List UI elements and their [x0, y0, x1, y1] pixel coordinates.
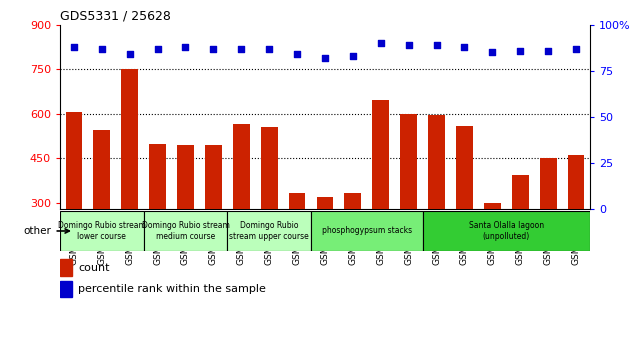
Bar	[60, 259, 71, 275]
Point	[459, 44, 469, 50]
Bar	[456, 126, 473, 209]
Text: count: count	[78, 263, 110, 273]
Text: other: other	[24, 226, 69, 236]
Point	[125, 51, 135, 57]
FancyBboxPatch shape	[227, 211, 311, 251]
FancyBboxPatch shape	[423, 211, 590, 251]
Bar	[372, 101, 389, 209]
Point	[571, 46, 581, 52]
Point	[348, 53, 358, 59]
Bar	[289, 193, 305, 209]
Bar	[93, 130, 110, 209]
FancyBboxPatch shape	[311, 211, 423, 251]
Point	[404, 42, 414, 48]
Text: phosphogypsum stacks: phosphogypsum stacks	[322, 227, 412, 235]
Point	[208, 46, 218, 52]
Point	[153, 46, 163, 52]
Point	[236, 46, 246, 52]
Point	[432, 42, 442, 48]
Text: Domingo Rubio
stream upper course: Domingo Rubio stream upper course	[229, 221, 309, 241]
Bar	[261, 127, 278, 209]
Bar	[177, 145, 194, 209]
Point	[180, 44, 191, 50]
Point	[375, 40, 386, 46]
Bar	[60, 281, 71, 297]
Point	[320, 55, 330, 61]
Point	[264, 46, 274, 52]
Text: Santa Olalla lagoon
(unpolluted): Santa Olalla lagoon (unpolluted)	[469, 221, 544, 241]
Point	[292, 51, 302, 57]
Bar	[540, 158, 557, 209]
Bar	[568, 155, 584, 209]
Text: GDS5331 / 25628: GDS5331 / 25628	[60, 9, 171, 22]
FancyBboxPatch shape	[144, 211, 227, 251]
Text: percentile rank within the sample: percentile rank within the sample	[78, 284, 266, 295]
Point	[69, 44, 79, 50]
Bar	[66, 112, 82, 209]
Bar	[317, 197, 333, 209]
Point	[97, 46, 107, 52]
Point	[543, 48, 553, 53]
Text: Domingo Rubio stream
lower course: Domingo Rubio stream lower course	[58, 221, 146, 241]
Bar	[428, 115, 445, 209]
Text: Domingo Rubio stream
medium course: Domingo Rubio stream medium course	[141, 221, 230, 241]
Bar	[205, 145, 221, 209]
Bar	[149, 143, 166, 209]
Bar	[121, 69, 138, 209]
Point	[487, 50, 497, 55]
Bar	[512, 175, 529, 209]
Bar	[400, 114, 417, 209]
Bar	[484, 203, 501, 209]
Bar	[345, 193, 361, 209]
Point	[515, 48, 525, 53]
Bar	[233, 124, 250, 209]
FancyBboxPatch shape	[60, 211, 144, 251]
